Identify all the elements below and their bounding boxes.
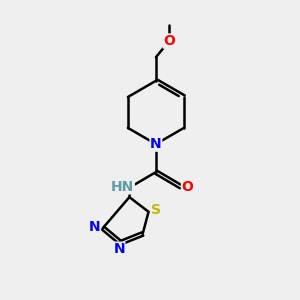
Text: O: O [182, 180, 193, 194]
Text: O: O [163, 34, 175, 48]
Text: N: N [113, 242, 125, 256]
Text: N: N [150, 137, 162, 151]
Text: HN: HN [111, 180, 134, 194]
Text: N: N [89, 220, 100, 234]
Text: S: S [151, 203, 161, 218]
